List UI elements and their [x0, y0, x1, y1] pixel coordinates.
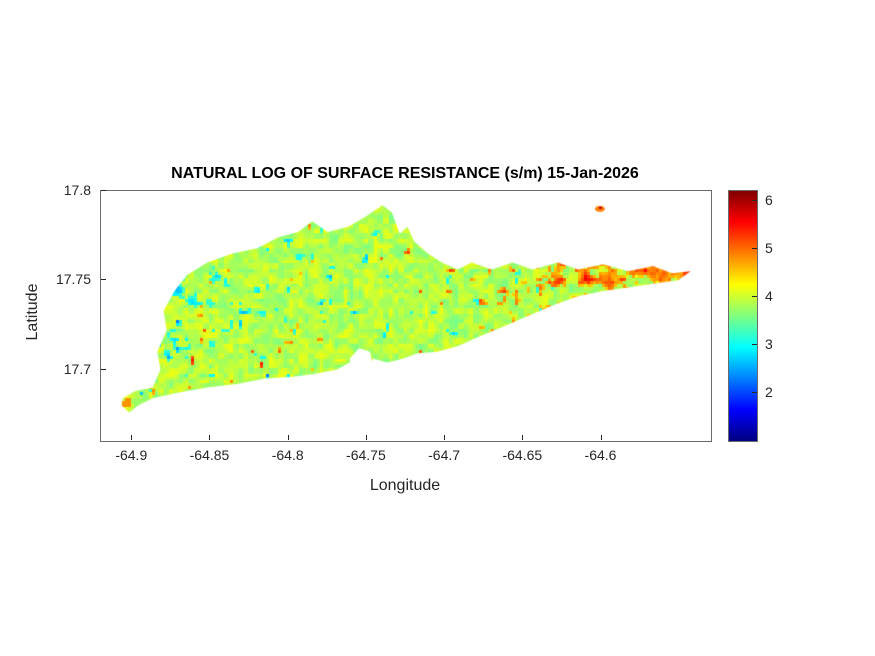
y-axis-label: Latitude — [24, 283, 41, 341]
chart-title: NATURAL LOG OF SURFACE RESISTANCE (s/m) … — [171, 165, 639, 182]
y-tick-mark — [101, 368, 106, 370]
x-tick-label: -64.9 — [115, 447, 148, 463]
colorbar-tick-mark — [752, 391, 757, 393]
x-tick-mark — [365, 435, 367, 440]
x-tick-label: -64.65 — [502, 447, 543, 463]
x-tick-label: -64.6 — [584, 447, 617, 463]
x-tick-mark — [131, 435, 133, 440]
colorbar-tick-label: 6 — [765, 191, 773, 208]
colorbar-tick-label: 2 — [765, 383, 773, 400]
colorbar-tick-label: 3 — [765, 335, 773, 352]
x-tick-mark — [444, 435, 446, 440]
x-tick-label: -64.8 — [271, 447, 304, 463]
colorbar-tick-label: 4 — [765, 287, 773, 304]
y-tick-mark — [101, 279, 106, 281]
x-tick-label: -64.7 — [428, 447, 461, 463]
x-tick-label: -64.75 — [346, 447, 386, 463]
x-tick-label: -64.85 — [189, 447, 230, 463]
colorbar-tick-mark — [752, 295, 757, 297]
x-tick-mark — [209, 435, 211, 440]
colorbar-tick-mark — [752, 247, 757, 249]
x-tick-mark — [287, 435, 289, 440]
x-tick-mark — [522, 435, 524, 440]
colorbar-tick-mark — [752, 343, 757, 345]
y-tick-mark — [101, 190, 106, 191]
y-tick-label: 17.7 — [63, 360, 91, 377]
x-tick-mark — [600, 435, 602, 440]
island-heatmap-canvas — [101, 191, 711, 441]
y-tick-label: 17.8 — [63, 182, 91, 198]
colorbar-tick-mark — [752, 199, 757, 201]
plot-axes — [100, 190, 712, 442]
y-tick-label: 17.75 — [55, 271, 91, 288]
colorbar-tick-label: 5 — [765, 239, 773, 256]
colorbar-gradient — [729, 191, 757, 441]
x-axis-label: Longitude — [369, 477, 441, 494]
colorbar — [728, 190, 758, 442]
